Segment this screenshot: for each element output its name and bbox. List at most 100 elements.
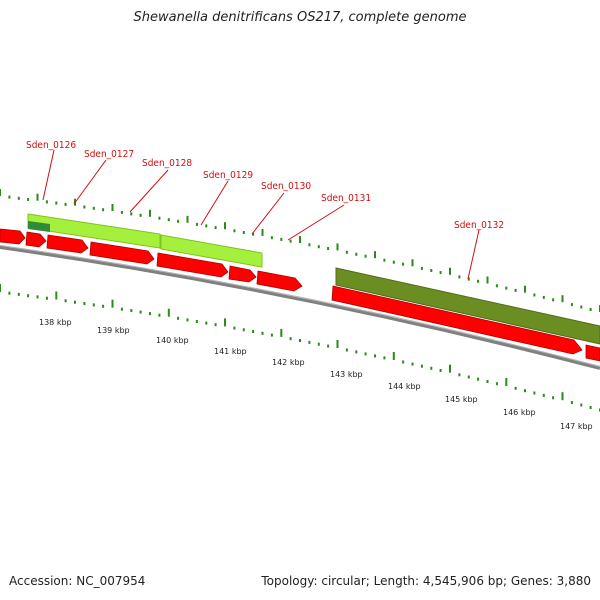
track-dot — [233, 326, 236, 330]
track-dot — [458, 275, 461, 279]
track-dot — [533, 293, 536, 297]
track-dot — [439, 369, 442, 372]
track-major-tick — [505, 378, 508, 386]
feature-bar-olive — [335, 267, 600, 345]
track-dot — [570, 303, 573, 307]
track-dot — [402, 360, 405, 364]
track-dot — [102, 304, 105, 308]
track-dot — [83, 302, 86, 305]
track-dot — [45, 200, 48, 204]
track-dot — [345, 348, 348, 352]
scale-label: 138 kbp — [39, 318, 72, 327]
track-dot — [345, 250, 348, 254]
cds-arrow — [228, 265, 257, 283]
track-major-tick — [524, 285, 526, 293]
track-major-tick — [224, 222, 226, 230]
track-dot — [280, 237, 283, 241]
track-dot — [102, 208, 105, 212]
track-dot — [467, 277, 470, 281]
gene-label-sden-0127[interactable]: Sden_0127 — [84, 149, 134, 160]
track-major-tick — [0, 284, 1, 292]
track-major-tick — [167, 308, 170, 317]
scale-label: 141 kbp — [214, 347, 247, 356]
track-dot — [467, 375, 470, 379]
track-dot — [92, 303, 95, 307]
track-dot — [252, 232, 255, 236]
track-dot — [64, 202, 67, 206]
track-dot — [552, 298, 555, 302]
accession-text: Accession: NC_007954 — [9, 574, 146, 588]
cds-arrow — [0, 228, 26, 245]
track-dot — [420, 364, 423, 368]
track-dot — [486, 380, 489, 383]
scale-dotted-track — [0, 284, 600, 412]
track-dot — [317, 245, 320, 249]
track-major-tick — [224, 318, 226, 327]
track-dot — [383, 356, 386, 360]
track-dot — [214, 323, 217, 327]
scale-labels: 138 kbp 139 kbp 140 kbp 141 kbp 142 kbp … — [39, 318, 593, 431]
track-dot — [167, 218, 170, 222]
genome-backbone — [0, 245, 600, 370]
cds-arrow — [156, 252, 229, 278]
track-dot — [261, 331, 264, 335]
track-dot — [27, 198, 30, 201]
track-dot — [74, 300, 76, 304]
track-major-tick — [449, 267, 451, 275]
track-dot — [327, 247, 330, 250]
track-dot — [355, 252, 358, 256]
feature-track-green — [27, 213, 600, 345]
track-dot — [477, 279, 480, 283]
track-dot — [17, 196, 20, 200]
track-major-tick — [261, 228, 264, 236]
track-dot — [120, 210, 123, 214]
gene-label-sden-0126[interactable]: Sden_0126 — [26, 140, 76, 151]
track-major-tick — [149, 209, 151, 217]
track-dot — [55, 201, 58, 205]
track-dot — [542, 393, 545, 397]
track-dot — [327, 344, 330, 348]
track-dot — [233, 229, 236, 233]
track-dot — [589, 406, 592, 409]
cds-arrow — [331, 285, 583, 355]
track-dot — [383, 258, 386, 262]
track-dot — [308, 243, 311, 247]
track-dot — [158, 313, 161, 317]
scale-label: 147 kbp — [560, 422, 593, 431]
scale-label: 145 kbp — [445, 395, 478, 404]
gene-label-sden-0132[interactable]: Sden_0132 — [454, 220, 504, 231]
track-major-tick — [299, 236, 301, 243]
track-major-tick — [111, 204, 114, 211]
track-dot — [27, 294, 30, 298]
cds-arrow — [46, 234, 89, 254]
scale-label: 139 kbp — [97, 326, 130, 335]
track-dot — [214, 226, 217, 230]
track-dot — [495, 284, 498, 288]
track-dot — [430, 366, 433, 370]
track-dot — [364, 254, 367, 258]
gene-label-sden-0128[interactable]: Sden_0128 — [142, 158, 192, 169]
gene-label-sden-0131[interactable]: Sden_0131 — [321, 193, 371, 204]
top-dotted-track — [0, 189, 600, 312]
feature-bar-dark-green — [28, 221, 50, 232]
track-major-tick — [449, 364, 451, 373]
feature-bar-light-green-2 — [160, 234, 263, 268]
track-dot — [411, 362, 414, 366]
gene-labels: Sden_0126 Sden_0127 Sden_0128 Sden_0129 … — [26, 140, 504, 280]
page-title: Shewanella denitrificans OS217, complete… — [133, 10, 467, 25]
track-dot — [270, 333, 273, 337]
track-dot — [242, 231, 245, 234]
track-dot — [205, 321, 208, 325]
track-dot — [139, 310, 142, 314]
gene-label-sden-0130[interactable]: Sden_0130 — [261, 181, 311, 192]
track-dot — [364, 352, 367, 356]
track-dot — [8, 195, 11, 199]
track-dot — [430, 269, 433, 272]
cds-arrow — [585, 344, 600, 362]
track-dot — [458, 373, 461, 377]
gene-label-sden-0129[interactable]: Sden_0129 — [203, 170, 253, 181]
track-dot — [149, 312, 151, 316]
scale-label: 142 kbp — [272, 358, 305, 367]
